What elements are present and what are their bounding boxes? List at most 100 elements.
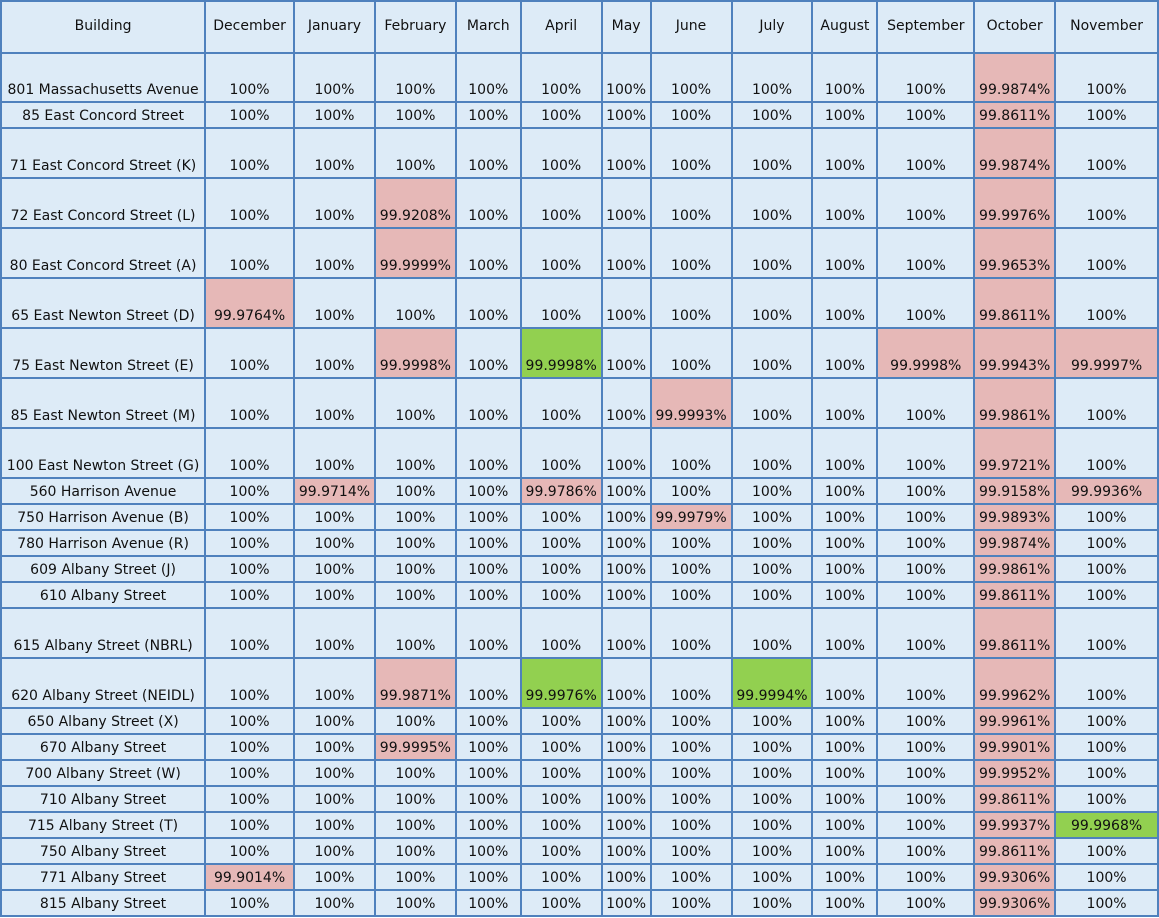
availability-cell[interactable]: 100%: [730, 101, 814, 129]
header-cell[interactable]: December: [204, 0, 295, 54]
availability-cell[interactable]: 100%: [454, 657, 522, 709]
building-cell[interactable]: 771 Albany Street: [0, 863, 207, 891]
availability-cell[interactable]: 100%: [454, 503, 522, 531]
availability-cell[interactable]: 100%: [519, 555, 603, 583]
availability-cell[interactable]: 100%: [600, 555, 652, 583]
availability-cell[interactable]: 99.9874%: [973, 529, 1057, 557]
availability-cell[interactable]: 100%: [649, 52, 733, 103]
header-cell[interactable]: September: [876, 0, 976, 54]
availability-cell[interactable]: 99.9306%: [973, 889, 1057, 917]
availability-cell[interactable]: 100%: [876, 127, 976, 179]
header-cell[interactable]: August: [811, 0, 879, 54]
availability-cell[interactable]: 100%: [519, 581, 603, 609]
availability-cell[interactable]: 100%: [730, 477, 814, 505]
availability-cell[interactable]: 99.9997%: [1054, 327, 1159, 379]
availability-cell[interactable]: 100%: [876, 529, 976, 557]
availability-cell[interactable]: 100%: [292, 837, 376, 865]
availability-cell[interactable]: 100%: [204, 377, 295, 429]
availability-cell[interactable]: 100%: [649, 785, 733, 813]
availability-cell[interactable]: 99.9961%: [973, 707, 1057, 735]
availability-cell[interactable]: 100%: [600, 811, 652, 839]
building-cell[interactable]: 780 Harrison Avenue (R): [0, 529, 207, 557]
availability-cell[interactable]: 100%: [292, 52, 376, 103]
availability-cell[interactable]: 100%: [1054, 889, 1159, 917]
availability-cell[interactable]: 100%: [1054, 227, 1159, 279]
building-cell[interactable]: 615 Albany Street (NBRL): [0, 607, 207, 659]
availability-cell[interactable]: 100%: [730, 785, 814, 813]
availability-cell[interactable]: 100%: [730, 529, 814, 557]
availability-cell[interactable]: 100%: [292, 227, 376, 279]
availability-cell[interactable]: 100%: [600, 837, 652, 865]
availability-cell[interactable]: 100%: [454, 327, 522, 379]
availability-cell[interactable]: 100%: [730, 811, 814, 839]
availability-cell[interactable]: 99.8611%: [973, 837, 1057, 865]
availability-cell[interactable]: 100%: [649, 555, 733, 583]
availability-cell[interactable]: 100%: [1054, 785, 1159, 813]
availability-cell[interactable]: 100%: [373, 427, 457, 479]
availability-cell[interactable]: 100%: [876, 837, 976, 865]
availability-cell[interactable]: 100%: [730, 177, 814, 229]
availability-cell[interactable]: 99.8611%: [973, 581, 1057, 609]
building-cell[interactable]: 85 East Concord Street: [0, 101, 207, 129]
building-cell[interactable]: 75 East Newton Street (E): [0, 327, 207, 379]
availability-cell[interactable]: 100%: [811, 581, 879, 609]
availability-cell[interactable]: 100%: [876, 607, 976, 659]
availability-cell[interactable]: 100%: [519, 101, 603, 129]
availability-cell[interactable]: 100%: [292, 889, 376, 917]
availability-cell[interactable]: 100%: [600, 863, 652, 891]
availability-cell[interactable]: 100%: [292, 377, 376, 429]
availability-cell[interactable]: 100%: [1054, 277, 1159, 329]
availability-cell[interactable]: 99.9874%: [973, 52, 1057, 103]
availability-cell[interactable]: 99.9994%: [730, 657, 814, 709]
availability-cell[interactable]: 100%: [600, 277, 652, 329]
availability-cell[interactable]: 100%: [730, 227, 814, 279]
availability-cell[interactable]: 99.9871%: [373, 657, 457, 709]
availability-cell[interactable]: 99.9893%: [973, 503, 1057, 531]
availability-cell[interactable]: 99.9786%: [519, 477, 603, 505]
availability-cell[interactable]: 100%: [204, 503, 295, 531]
availability-cell[interactable]: 100%: [292, 733, 376, 761]
availability-cell[interactable]: 100%: [1054, 427, 1159, 479]
availability-cell[interactable]: 100%: [204, 327, 295, 379]
availability-cell[interactable]: 100%: [204, 555, 295, 583]
availability-cell[interactable]: 100%: [811, 477, 879, 505]
availability-cell[interactable]: 100%: [454, 101, 522, 129]
availability-cell[interactable]: 99.9968%: [1054, 811, 1159, 839]
building-cell[interactable]: 85 East Newton Street (M): [0, 377, 207, 429]
availability-cell[interactable]: 100%: [730, 863, 814, 891]
availability-cell[interactable]: 99.9764%: [204, 277, 295, 329]
availability-cell[interactable]: 100%: [600, 607, 652, 659]
availability-cell[interactable]: 100%: [811, 377, 879, 429]
header-cell[interactable]: March: [454, 0, 522, 54]
availability-cell[interactable]: 100%: [454, 377, 522, 429]
availability-cell[interactable]: 100%: [454, 837, 522, 865]
availability-cell[interactable]: 100%: [730, 327, 814, 379]
header-cell[interactable]: June: [649, 0, 733, 54]
availability-cell[interactable]: 100%: [292, 101, 376, 129]
building-cell[interactable]: 71 East Concord Street (K): [0, 127, 207, 179]
availability-cell[interactable]: 100%: [1054, 52, 1159, 103]
availability-cell[interactable]: 100%: [292, 529, 376, 557]
header-cell[interactable]: October: [973, 0, 1057, 54]
availability-cell[interactable]: 99.9995%: [373, 733, 457, 761]
availability-cell[interactable]: 100%: [292, 555, 376, 583]
availability-cell[interactable]: 100%: [876, 733, 976, 761]
availability-cell[interactable]: 100%: [204, 707, 295, 735]
availability-cell[interactable]: 100%: [1054, 555, 1159, 583]
availability-cell[interactable]: 100%: [600, 177, 652, 229]
availability-cell[interactable]: 100%: [519, 607, 603, 659]
availability-cell[interactable]: 100%: [204, 759, 295, 787]
availability-cell[interactable]: 100%: [519, 427, 603, 479]
availability-cell[interactable]: 100%: [373, 377, 457, 429]
availability-cell[interactable]: 100%: [373, 707, 457, 735]
availability-cell[interactable]: 100%: [811, 555, 879, 583]
availability-cell[interactable]: 100%: [730, 555, 814, 583]
availability-cell[interactable]: 100%: [811, 863, 879, 891]
building-cell[interactable]: 620 Albany Street (NEIDL): [0, 657, 207, 709]
availability-cell[interactable]: 100%: [811, 503, 879, 531]
availability-cell[interactable]: 100%: [204, 837, 295, 865]
availability-cell[interactable]: 100%: [373, 555, 457, 583]
availability-cell[interactable]: 100%: [1054, 657, 1159, 709]
availability-cell[interactable]: 100%: [519, 733, 603, 761]
availability-cell[interactable]: 100%: [204, 785, 295, 813]
